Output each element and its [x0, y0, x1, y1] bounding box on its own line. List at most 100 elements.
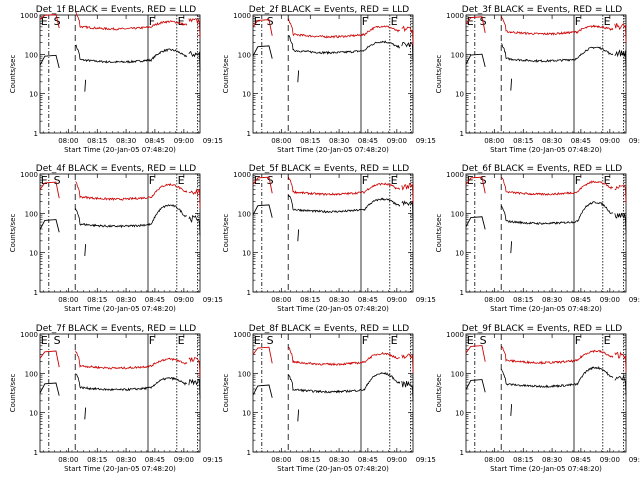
series-line-events [465, 53, 486, 67]
x-tick-label: 09:00 [600, 296, 620, 304]
x-tick-label: 08:45 [145, 296, 165, 304]
x-tick-label: 09:15 [203, 296, 223, 304]
x-tick-label: 08:00 [58, 296, 78, 304]
x-tick-label: 09:00 [387, 296, 407, 304]
x-tick-label: 08:15 [300, 296, 320, 304]
marker-label-f: F [362, 334, 368, 347]
x-tick-label: 09:15 [416, 456, 436, 464]
x-tick-label: 09:00 [600, 137, 620, 145]
chart-title: Det_9f BLACK = Events, RED = LLD [462, 324, 622, 334]
series-line-lld [75, 181, 188, 201]
x-tick-label: 08:15 [513, 296, 533, 304]
x-tick-label: 09:15 [416, 296, 436, 304]
y-tick-label: 10 [455, 250, 464, 258]
chart-panel-7: Det_7f BLACK = Events, RED = LLD 1 10 100 10… [9, 324, 223, 473]
marker-label-f: F [575, 15, 581, 28]
x-axis-label: Start Time (20-Jan-05 07:48:20) [490, 305, 602, 313]
series-line-events [252, 384, 273, 398]
x-tick-label: 09:15 [629, 456, 640, 464]
plot-frame [465, 173, 627, 293]
series-line-events [252, 45, 273, 59]
series-line-events [39, 382, 60, 396]
y-tick-label: 1000 [20, 171, 38, 179]
series-line-events [188, 214, 201, 236]
marker-label-e: E [178, 15, 185, 28]
x-tick-label: 08:45 [358, 456, 378, 464]
y-tick-label: 10 [242, 410, 251, 418]
series-line-events [501, 43, 614, 63]
series-line-events [188, 378, 201, 399]
y-tick-label: 10 [29, 91, 38, 99]
x-tick-label: 08:15 [87, 456, 107, 464]
chart-panel-6: Det_6f BLACK = Events, RED = LLD 1 10 100 10… [435, 164, 640, 313]
series-line-lld [501, 16, 614, 36]
x-tick-label: 08:30 [116, 296, 136, 304]
x-tick-label: 08:30 [542, 296, 562, 304]
y-axis-label: Counts/sec [9, 55, 17, 94]
chart-panel-1: Det_1f BLACK = Events, RED = LLD 1 10 100 10… [9, 5, 223, 154]
x-tick-label: 08:15 [87, 296, 107, 304]
x-tick-label: 08:30 [116, 137, 136, 145]
y-tick-label: 100 [25, 51, 38, 59]
series-line-events [401, 380, 414, 401]
x-tick-label: 08:45 [145, 137, 165, 145]
marker-label-e: E [178, 334, 185, 347]
x-tick-label: 08:15 [513, 137, 533, 145]
y-tick-label: 100 [238, 370, 251, 378]
x-tick-label: 08:30 [329, 296, 349, 304]
y-axis-label: Counts/sec [435, 55, 443, 94]
series-line-events [75, 204, 188, 229]
y-tick-label: 1000 [233, 331, 251, 339]
series-line-events [501, 365, 614, 389]
y-tick-label: 1 [460, 130, 464, 138]
x-tick-label: 09:00 [600, 456, 620, 464]
series-segment-events [510, 404, 513, 416]
marker-label-s: S [54, 174, 61, 187]
y-tick-label: 100 [451, 370, 464, 378]
x-tick-label: 08:30 [329, 456, 349, 464]
series-line-events [288, 371, 401, 394]
marker-label-e: E [604, 334, 611, 347]
x-tick-label: 08:45 [358, 137, 378, 145]
y-tick-label: 100 [451, 51, 464, 59]
series-line-lld [39, 350, 60, 368]
series-line-lld [501, 345, 614, 365]
series-line-events [252, 204, 273, 218]
x-axis-label: Start Time (20-Jan-05 07:48:20) [64, 465, 176, 473]
marker-label-s: S [480, 334, 487, 347]
x-tick-label: 08:00 [271, 296, 291, 304]
x-tick-label: 08:45 [571, 456, 591, 464]
series-line-lld [465, 345, 486, 362]
x-tick-label: 08:15 [87, 137, 107, 145]
y-tick-label: 10 [455, 410, 464, 418]
y-axis-label: Counts/sec [222, 374, 230, 413]
chart-panel-4: Det_4f BLACK = Events, RED = LLD 1 10 100 10… [9, 164, 223, 313]
x-tick-label: 09:00 [387, 137, 407, 145]
y-tick-label: 10 [242, 250, 251, 258]
series-line-events [75, 373, 188, 392]
plot-frame [252, 333, 414, 453]
series-line-events [288, 35, 400, 55]
x-tick-label: 08:45 [145, 456, 165, 464]
chart-title: Det_4f BLACK = Events, RED = LLD [36, 164, 196, 174]
y-tick-label: 100 [238, 210, 251, 218]
series-line-events [465, 216, 486, 230]
x-tick-label: 08:30 [542, 456, 562, 464]
series-segment-events [510, 241, 513, 254]
y-tick-label: 1000 [233, 171, 251, 179]
chart-panel-2: Det_2f BLACK = Events, RED = LLD 1 10 100 10… [222, 5, 436, 154]
y-tick-label: 1 [34, 449, 38, 457]
y-tick-label: 100 [25, 210, 38, 218]
series-segment-events [297, 409, 300, 422]
marker-label-f: F [575, 174, 581, 187]
x-tick-label: 08:15 [300, 137, 320, 145]
marker-label-f: F [149, 174, 155, 187]
y-axis-label: Counts/sec [222, 55, 230, 94]
chart-title: Det_6f BLACK = Events, RED = LLD [462, 164, 622, 174]
series-line-lld [39, 14, 60, 29]
series-line-lld [401, 353, 414, 374]
x-tick-label: 08:00 [484, 296, 504, 304]
series-segment-events [510, 78, 513, 91]
x-axis-label: Start Time (20-Jan-05 07:48:20) [64, 305, 176, 313]
series-line-events [39, 54, 60, 69]
